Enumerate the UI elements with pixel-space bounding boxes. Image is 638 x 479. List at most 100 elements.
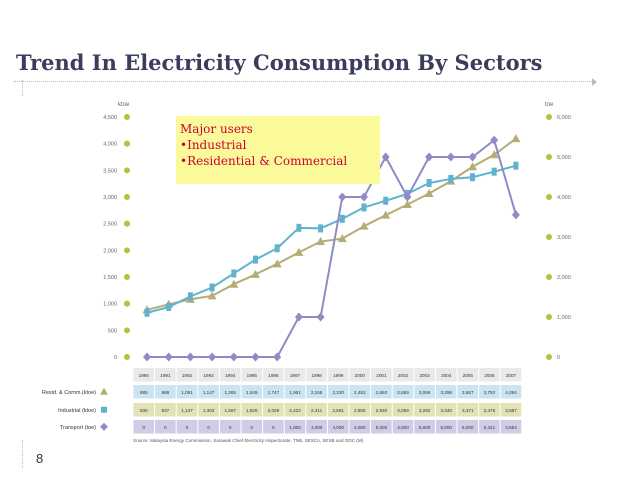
table-cell-value: 2,220: [332, 390, 344, 395]
table-cell-value: 1,081: [181, 390, 193, 395]
table-year-cell: [284, 368, 306, 382]
table-year-label: 1990: [139, 373, 150, 378]
table-cell: [371, 420, 392, 434]
point-industrial: [361, 203, 367, 212]
table-year-label: 2001: [376, 373, 387, 378]
table-cell-value: 1,549: [246, 390, 258, 395]
point-resid: [207, 291, 217, 300]
table-cell: [155, 420, 176, 434]
point-transport: [251, 352, 260, 362]
table-year-label: 1992: [182, 373, 193, 378]
table-cell: [306, 420, 327, 434]
left-axis-dot: [124, 354, 130, 360]
table-cell-value: 4,000: [397, 425, 409, 430]
table-cell-value: 1,747: [268, 390, 280, 395]
right-axis-tick-label: 3,000: [557, 235, 571, 241]
table-cell: [176, 385, 198, 399]
left-axis-tick-label: 500: [108, 328, 117, 334]
table-cell: [349, 420, 371, 434]
left-axis-dot: [124, 220, 130, 227]
point-industrial: [166, 303, 172, 312]
right-axis-dot: [546, 194, 552, 200]
right-axis-unit: toe: [545, 102, 554, 108]
right-axis-dot: [546, 154, 552, 160]
table-cell: [241, 420, 263, 434]
point-resid: [381, 210, 391, 219]
table-cell-value: 0: [207, 425, 210, 430]
table-cell: [284, 385, 306, 399]
callout-item-residential-commercial: •Residential & Commercial: [180, 154, 348, 168]
table-cell-value: 1,567: [224, 408, 236, 413]
table-year-cell: [198, 368, 219, 382]
major-users-callout: Major users •Industrial •Residential & C…: [176, 116, 380, 184]
point-transport: [360, 192, 368, 202]
table-legend-marker: [101, 406, 107, 413]
table-cell: [500, 403, 522, 417]
table-cell-value: 885: [140, 390, 148, 395]
point-transport: [338, 192, 347, 202]
table-cell-value: 5,000: [376, 425, 388, 430]
right-axis-dot: [546, 354, 552, 360]
table-cell: [479, 403, 500, 417]
right-axis-dot: [546, 114, 552, 120]
right-axis-dot: [546, 274, 552, 280]
table-cell: [479, 385, 500, 399]
table-cell: [457, 403, 479, 417]
right-axis-tick-label: 4,000: [557, 195, 571, 201]
table-cell: [284, 420, 306, 434]
table-cell-value: 5,421: [484, 425, 496, 430]
table-cell-value: 2,411: [311, 408, 323, 413]
table-year-cell: [155, 368, 176, 382]
table-cell-value: 1,303: [203, 408, 215, 413]
table-cell: [306, 385, 327, 399]
table-cell-value: 2,039: [268, 408, 280, 413]
right-axis-tick-label: 2,000: [557, 275, 571, 281]
table-cell-value: 830: [140, 408, 148, 413]
table-year-cell: [241, 368, 263, 382]
callout-heading: Major users: [180, 122, 253, 136]
table-legend-marker: [100, 422, 108, 431]
table-year-label: 1998: [311, 373, 322, 378]
table-cell: [435, 403, 457, 417]
table-year-cell: [392, 368, 414, 382]
table-cell: [155, 403, 176, 417]
table-cell: [219, 385, 241, 399]
table-year-cell: [457, 368, 479, 382]
title-divider: [14, 81, 594, 82]
table-cell-value: 0: [143, 425, 146, 430]
table-year-cell: [435, 368, 457, 382]
point-transport: [143, 352, 151, 362]
table-year-cell: [327, 368, 349, 382]
point-resid: [337, 234, 347, 243]
table-cell: [327, 420, 349, 434]
table-cell: [479, 420, 500, 434]
table-year-label: 1993: [203, 373, 214, 378]
table-year-label: 1997: [290, 373, 301, 378]
table-year-label: 2000: [355, 373, 366, 378]
table-cell-value: 1,000: [289, 425, 301, 430]
table-cell: [327, 385, 349, 399]
point-industrial: [383, 196, 389, 205]
table-cell-value: 1,365: [224, 390, 236, 395]
table-cell-value: 3,554: [505, 425, 517, 430]
point-industrial: [274, 244, 280, 253]
table-cell: [263, 403, 284, 417]
left-axis-dot: [124, 114, 130, 120]
table-year-label: 2005: [463, 373, 474, 378]
table-year-label: 1996: [268, 373, 279, 378]
table-cell: [241, 403, 263, 417]
title-divider-arrow-icon: [592, 78, 597, 86]
series-line-industrial: [146, 164, 517, 314]
table-year-label: 1994: [225, 373, 236, 378]
table-row-label: Resid. & Comm.(ktoe): [42, 390, 96, 396]
table-cell: [500, 420, 522, 434]
point-industrial: [318, 224, 324, 233]
table-cell-value: 3,059: [397, 408, 409, 413]
left-axis-tick-label: 4,000: [103, 142, 117, 148]
point-resid: [402, 200, 412, 209]
table-cell-value: 3,475: [484, 408, 496, 413]
table-cell-value: 0: [229, 425, 232, 430]
point-transport: [468, 152, 477, 162]
table-cell: [392, 420, 414, 434]
table-cell: [176, 420, 198, 434]
